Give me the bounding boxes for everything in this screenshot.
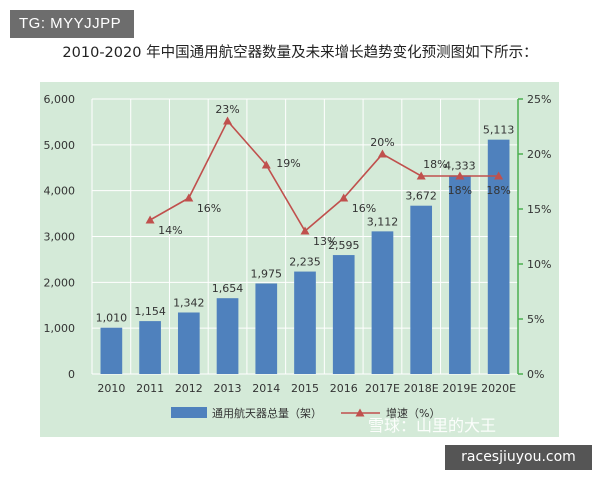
legend: 通用航天器总量（架） 增速（%） <box>171 406 440 420</box>
growth-point-marker <box>416 171 426 180</box>
x-tick-label: 2018E <box>404 382 439 395</box>
legend-line-label: 增速（%） <box>386 406 440 420</box>
growth-value-label: 13% <box>313 235 337 248</box>
bar-value-label: 1,010 <box>96 312 128 325</box>
page-title: 2010-2020 年中国通用航空器数量及未来增长趋势变化预测图如下所示： <box>62 45 538 61</box>
x-tick-label: 2013 <box>214 382 242 395</box>
chart-panel <box>40 82 559 437</box>
y-right-tick-label: 15% <box>527 203 551 216</box>
bar <box>449 175 471 374</box>
y-left-tick-label: 0 <box>68 368 75 381</box>
x-tick-label: 2011 <box>136 382 164 395</box>
y-right-tick-label: 0% <box>527 368 544 381</box>
legend-line-marker <box>355 408 365 417</box>
growth-point-marker <box>223 116 233 125</box>
growth-point-marker <box>494 171 504 180</box>
y-left-tick-label: 4,000 <box>44 185 76 198</box>
bar <box>216 298 239 374</box>
growth-value-label: 14% <box>158 224 182 237</box>
x-tick-label: 2015 <box>291 382 319 395</box>
y-left-tick-label: 3,000 <box>44 231 76 244</box>
legend-bar-swatch <box>171 407 207 418</box>
bar <box>410 205 433 374</box>
site-badge: racesjiuyou.com <box>445 445 592 470</box>
bar-value-label: 3,672 <box>405 190 437 203</box>
bar <box>294 271 316 374</box>
bar-value-label: 1,975 <box>251 267 283 280</box>
growth-point-marker <box>261 160 271 169</box>
growth-point-marker <box>300 226 310 235</box>
line-series <box>145 116 504 235</box>
bar <box>371 231 394 374</box>
watermark-tag: TG: MYYJJPP <box>10 10 134 38</box>
growth-point-marker <box>455 171 465 180</box>
bar <box>332 255 355 374</box>
data-labels: 1,010 1,154 1,342 1,654 1,975 2,235 2,595 3,112… <box>96 103 515 325</box>
bar-value-label: 5,113 <box>483 124 515 137</box>
y-right-tick-label: 5% <box>527 313 544 326</box>
legend-bar-label: 通用航天器总量（架） <box>212 406 322 420</box>
bar <box>100 327 123 374</box>
axes: 0 1,000 2,000 3,000 4,000 5,000 6,000 0% 5% 10% 15… <box>44 93 552 395</box>
growth-value-label: 18% <box>423 158 447 171</box>
x-tick-label: 2017E <box>365 382 400 395</box>
growth-value-label: 19% <box>276 157 300 170</box>
bar-value-label: 2,235 <box>289 256 321 269</box>
x-tick-label: 2019E <box>442 382 477 395</box>
x-tick-label: 2014 <box>252 382 280 395</box>
bar <box>177 312 200 374</box>
growth-point-marker <box>145 215 155 224</box>
growth-line <box>149 119 499 233</box>
bar <box>255 283 278 374</box>
growth-point-marker <box>339 193 349 202</box>
x-tick-label: 2016 <box>330 382 358 395</box>
bar-value-label: 1,154 <box>134 305 166 318</box>
gridlines <box>91 98 519 375</box>
x-tick-label: 2020E <box>481 382 516 395</box>
y-right-tick-label: 20% <box>527 148 551 161</box>
y-left-tick-label: 6,000 <box>44 93 76 106</box>
growth-value-label: 16% <box>352 202 376 215</box>
growth-value-label: 18% <box>486 184 510 197</box>
growth-value-label: 16% <box>197 202 221 215</box>
y-left-tick-label: 5,000 <box>44 139 76 152</box>
bar-value-label: 1,654 <box>212 282 244 295</box>
bar-series <box>100 139 510 374</box>
bar-value-label: 1,342 <box>173 296 205 309</box>
bar-value-label: 3,112 <box>367 215 399 228</box>
watermark-overlay: 雪球：山里的大王 <box>368 416 496 435</box>
y-right-tick-label: 10% <box>527 258 551 271</box>
growth-point-marker <box>377 149 387 158</box>
x-tick-label: 2012 <box>175 382 203 395</box>
y-right-tick-label: 25% <box>527 93 551 106</box>
bar-value-label: 2,595 <box>328 239 360 252</box>
growth-value-label: 18% <box>448 184 472 197</box>
x-tick-label: 2010 <box>97 382 125 395</box>
bar-value-label: 4,333 <box>444 159 476 172</box>
growth-value-label: 20% <box>370 136 394 149</box>
growth-point-marker <box>184 193 194 202</box>
y-left-tick-label: 2,000 <box>44 276 76 289</box>
bar <box>487 139 510 374</box>
growth-value-label: 23% <box>215 103 239 116</box>
y-left-tick-label: 1,000 <box>44 322 76 335</box>
bar <box>139 321 161 374</box>
